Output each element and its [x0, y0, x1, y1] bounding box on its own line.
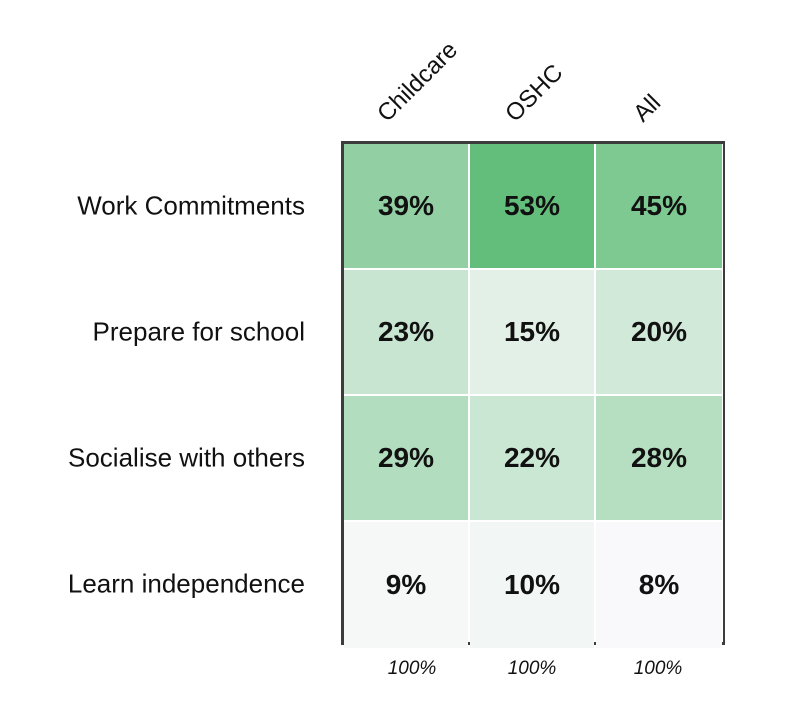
cell-work-commitments-all: 45% [596, 144, 722, 268]
row-label-prepare-for-school: Prepare for school [92, 316, 305, 347]
column-total-oshc: 100% [507, 658, 557, 679]
cell-work-commitments-oshc: 53% [470, 144, 594, 268]
cell-socialise-with-others-oshc: 22% [470, 396, 594, 520]
row-label-socialise-with-others: Socialise with others [68, 442, 305, 473]
cell-prepare-for-school-all: 20% [596, 270, 722, 394]
column-label-oshc: OSHC [500, 59, 569, 128]
row-label-learn-independence: Learn independence [67, 568, 305, 599]
column-label-childcare: Childcare [372, 36, 463, 128]
column-total-childcare: 100% [387, 658, 437, 679]
cell-learn-independence-childcare: 9% [344, 522, 468, 648]
cell-work-commitments-childcare: 39% [344, 144, 468, 268]
cell-learn-independence-oshc: 10% [470, 522, 594, 648]
row-label-work-commitments: Work Commitments [77, 190, 305, 221]
cell-socialise-with-others-all: 28% [596, 396, 722, 520]
cell-learn-independence-all: 8% [596, 522, 722, 648]
column-label-all: All [628, 89, 667, 128]
column-total-all: 100% [633, 658, 683, 679]
heatmap-grid: 39% 53% 45% 23% 15% 20% 29% 22% 28% 9% 10% 8% [341, 141, 725, 648]
cell-prepare-for-school-oshc: 15% [470, 270, 594, 394]
cell-prepare-for-school-childcare: 23% [344, 270, 468, 394]
cell-socialise-with-others-childcare: 29% [344, 396, 468, 520]
